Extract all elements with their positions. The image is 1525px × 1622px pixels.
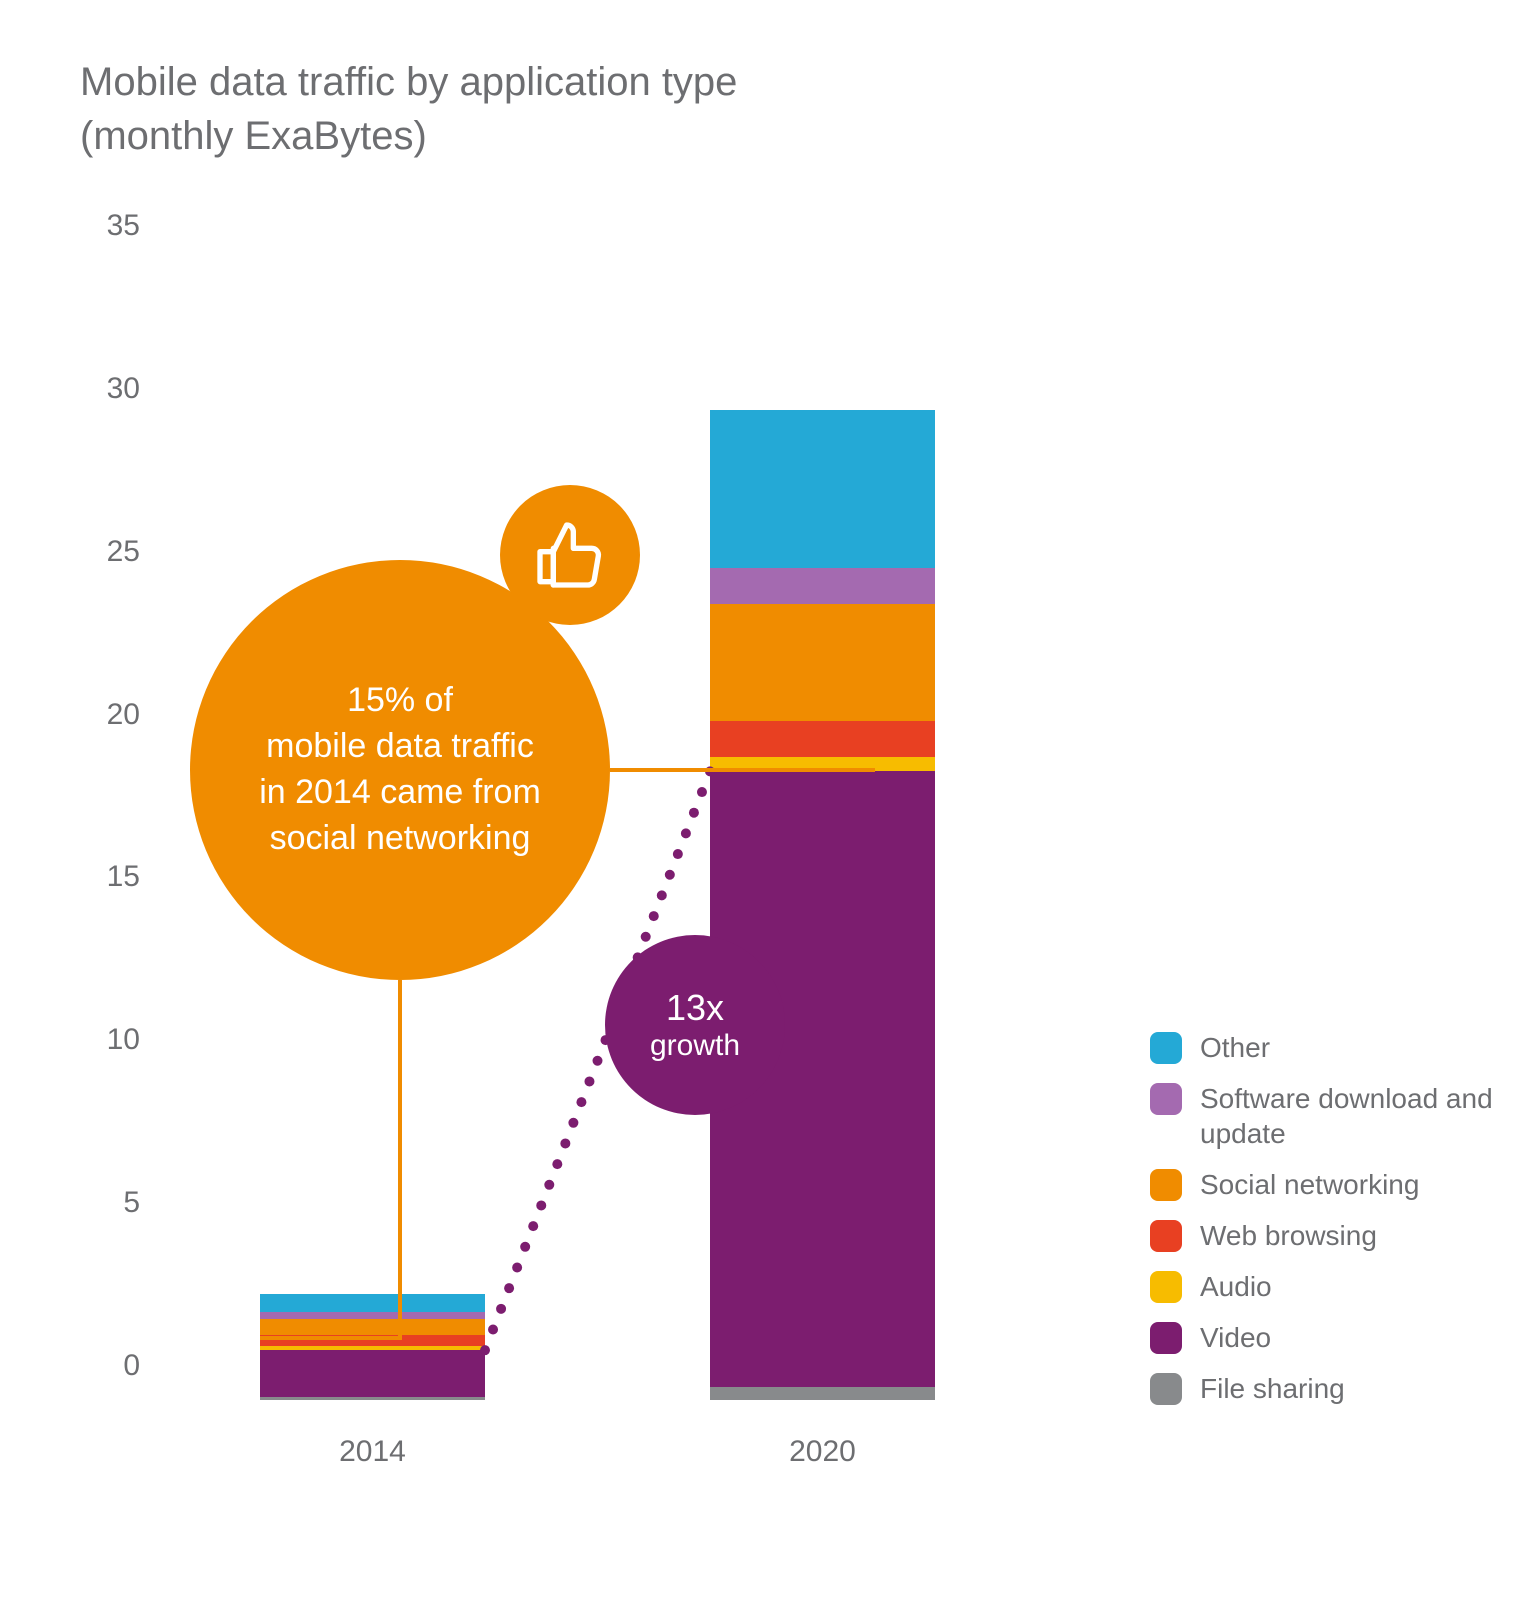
segment-video	[260, 1350, 485, 1397]
legend-item-software: Software download and update	[1150, 1081, 1500, 1151]
y-tick-label: 30	[107, 372, 140, 406]
callout-bubble: 15% ofmobile data trafficin 2014 came fr…	[190, 560, 610, 980]
legend-swatch	[1150, 1083, 1182, 1115]
y-tick-label: 10	[107, 1023, 140, 1057]
x-label-2014: 2014	[260, 1435, 485, 1469]
bar-2014	[260, 1294, 485, 1400]
growth-line2: growth	[650, 1029, 740, 1063]
legend-label: File sharing	[1200, 1371, 1345, 1406]
legend-swatch	[1150, 1220, 1182, 1252]
segment-social_networking	[260, 1319, 485, 1335]
legend-label: Web browsing	[1200, 1218, 1377, 1253]
segment-other	[260, 1294, 485, 1312]
segment-other	[710, 410, 935, 568]
y-tick-label: 0	[123, 1349, 140, 1383]
y-tick-label: 25	[107, 535, 140, 569]
growth-line1: 13x	[666, 987, 724, 1029]
y-tick-label: 35	[107, 209, 140, 243]
segment-web_browsing	[260, 1335, 485, 1346]
title-line-1: Mobile data traffic by application type	[80, 60, 737, 104]
x-label-2020: 2020	[710, 1435, 935, 1469]
legend-swatch	[1150, 1032, 1182, 1064]
segment-social_networking	[710, 604, 935, 721]
legend-label: Software download and update	[1200, 1081, 1500, 1151]
y-tick-label: 20	[107, 698, 140, 732]
legend-item-web_browsing: Web browsing	[1150, 1218, 1500, 1253]
legend-item-other: Other	[1150, 1030, 1500, 1065]
growth-bubble: 13x growth	[605, 935, 785, 1115]
legend-swatch	[1150, 1373, 1182, 1405]
thumbs-up-bubble	[500, 485, 640, 625]
segment-audio	[710, 757, 935, 772]
segment-audio	[260, 1346, 485, 1350]
legend-label: Audio	[1200, 1269, 1272, 1304]
legend-item-social_networking: Social networking	[1150, 1167, 1500, 1202]
segment-software	[260, 1312, 485, 1319]
chart-container: Mobile data traffic by application type …	[0, 0, 1525, 1622]
legend-swatch	[1150, 1169, 1182, 1201]
y-tick-label: 15	[107, 860, 140, 894]
bar-2020	[710, 410, 935, 1400]
legend-item-file_sharing: File sharing	[1150, 1371, 1500, 1406]
y-tick-label: 5	[123, 1186, 140, 1220]
chart-title: Mobile data traffic by application type …	[80, 55, 737, 163]
segment-software	[710, 568, 935, 604]
legend-label: Other	[1200, 1030, 1270, 1065]
title-line-2: (monthly ExaBytes)	[80, 114, 427, 158]
callout-text: 15% ofmobile data trafficin 2014 came fr…	[219, 678, 581, 862]
legend-swatch	[1150, 1271, 1182, 1303]
legend-label: Social networking	[1200, 1167, 1419, 1202]
legend-item-video: Video	[1150, 1320, 1500, 1355]
segment-file_sharing	[710, 1387, 935, 1400]
segment-file_sharing	[260, 1397, 485, 1400]
segment-web_browsing	[710, 721, 935, 757]
legend: Other Software download and update Social …	[1150, 1030, 1500, 1422]
legend-item-audio: Audio	[1150, 1269, 1500, 1304]
legend-swatch	[1150, 1322, 1182, 1354]
legend-label: Video	[1200, 1320, 1271, 1355]
thumbs-up-icon	[530, 515, 610, 595]
